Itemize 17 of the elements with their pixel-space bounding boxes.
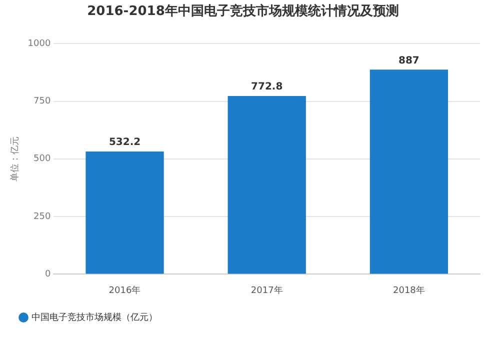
y-tick-label: 500 <box>34 154 51 164</box>
legend-label: 中国电子竞技市场规模（亿元） <box>32 312 158 323</box>
data-label: 532.2 <box>108 137 141 148</box>
y-tick-label: 250 <box>34 212 51 222</box>
x-tick-label: 2018年 <box>393 284 425 296</box>
y-tick-label: 0 <box>44 270 51 280</box>
chart-title: 2016-2018年中国电子竞技市场规模统计情况及预测 <box>87 3 399 20</box>
y-tick-label: 1000 <box>28 38 51 49</box>
data-label: 887 <box>398 55 420 66</box>
x-tick-label: 2017年 <box>250 284 283 296</box>
bar <box>370 70 448 274</box>
bar <box>86 151 164 274</box>
y-axis-title: 单位：亿元 <box>10 136 21 182</box>
bar <box>228 96 306 274</box>
y-tick-label: 750 <box>34 96 51 107</box>
x-tick-label: 2016年 <box>108 284 141 296</box>
data-label: 772.8 <box>251 82 283 93</box>
